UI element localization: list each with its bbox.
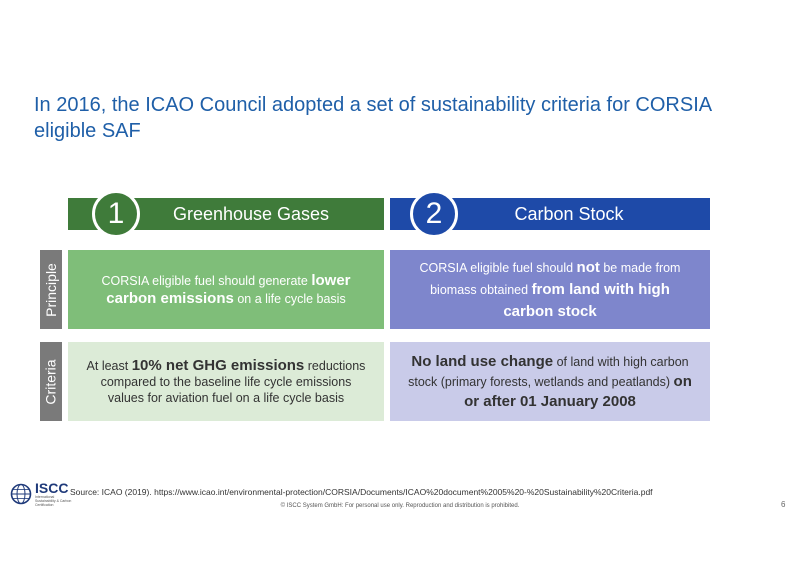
header-label: Greenhouse Gases bbox=[172, 204, 330, 224]
criteria-carbon-text-bold2: on or after 01 January 2008 bbox=[464, 372, 692, 410]
slide-title: In 2016, the ICAO Council adopted a set … bbox=[34, 94, 712, 142]
copyright-notice: © ISCC System GmbH: For personal use onl… bbox=[280, 503, 520, 509]
criteria-carbon-text-bold1: No land use change bbox=[411, 352, 554, 370]
globe-icon bbox=[10, 483, 32, 505]
principle-carbon-text-mid: be made from biomass obtained bbox=[430, 260, 681, 297]
page-number: 6 bbox=[781, 500, 786, 509]
header-label: Carbon Stock bbox=[514, 204, 624, 224]
principle-carbon-text-bold2: from land with high carbon stock bbox=[503, 280, 670, 320]
logo-subtitle: International Sustainability & Carbon Ce… bbox=[35, 495, 72, 507]
row-label-principle: Principle bbox=[40, 250, 62, 329]
row-label-text: Criteria bbox=[43, 358, 59, 405]
number-badge-1: 1 bbox=[92, 190, 140, 238]
row-label-text: Principle bbox=[43, 262, 60, 317]
principle-carbon-text-bold1: not bbox=[576, 258, 600, 276]
principle-carbon-box: CORSIA eligible fuel should not be made … bbox=[390, 250, 710, 329]
principle-ghg-text-post: on a life cycle basis bbox=[233, 291, 346, 306]
principle-ghg-text-bold: lower carbon emissions bbox=[106, 271, 351, 307]
criteria-ghg-text-pre: At least bbox=[86, 358, 132, 373]
iscc-logo: ISCC International Sustainability & Carb… bbox=[10, 481, 75, 507]
number-badge-2: 2 bbox=[410, 190, 458, 238]
principle-carbon-text-pre: CORSIA eligible fuel should bbox=[419, 260, 577, 275]
principle-ghg-text-pre: CORSIA eligible fuel should generate bbox=[101, 273, 312, 288]
logo-name: ISCC bbox=[35, 480, 69, 496]
criteria-ghg-text-post: reductions compared to the baseline life… bbox=[100, 358, 366, 405]
source-citation: Source: ICAO (2019). https://www.icao.in… bbox=[70, 487, 653, 497]
criteria-carbon-box: No land use change of land with high car… bbox=[390, 342, 710, 421]
criteria-ghg-text-bold: 10% net GHG emissions bbox=[131, 356, 305, 374]
principle-ghg-box: CORSIA eligible fuel should generate low… bbox=[68, 250, 384, 329]
row-label-criteria: Criteria bbox=[40, 342, 62, 421]
criteria-ghg-box: At least 10% net GHG emissions reduction… bbox=[68, 342, 384, 421]
criteria-carbon-text-mid: of land with high carbon stock (primary … bbox=[408, 354, 689, 389]
